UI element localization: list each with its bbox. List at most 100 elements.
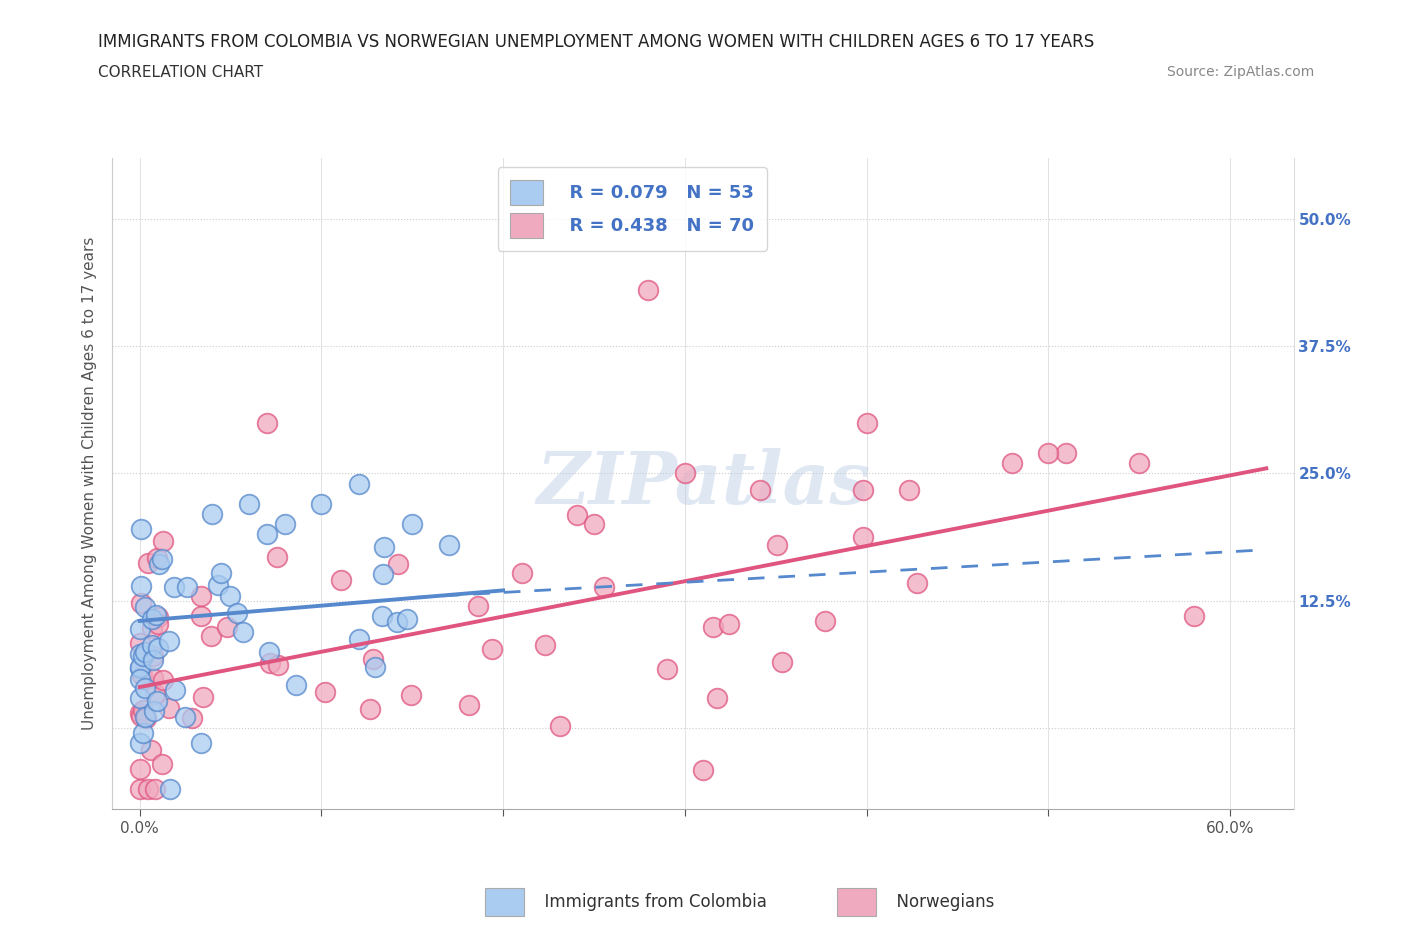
Point xyxy=(142,671,165,686)
Point xyxy=(218,589,240,604)
Point xyxy=(207,578,229,592)
Point xyxy=(399,687,422,702)
Point xyxy=(396,611,419,626)
Point xyxy=(141,638,163,653)
Point xyxy=(128,635,150,650)
Point xyxy=(481,642,503,657)
Point xyxy=(141,743,163,758)
Point xyxy=(373,540,395,555)
Point xyxy=(176,579,198,594)
Point xyxy=(329,572,352,587)
Text: Norwegians: Norwegians xyxy=(886,893,994,911)
Point xyxy=(898,483,921,498)
Point xyxy=(152,534,174,549)
Point xyxy=(256,415,278,430)
Point xyxy=(259,655,281,670)
Point xyxy=(150,551,173,566)
Point xyxy=(131,668,153,683)
Point xyxy=(146,610,169,625)
Point xyxy=(134,680,156,695)
Point xyxy=(129,706,152,721)
Point xyxy=(190,589,212,604)
Point xyxy=(467,598,489,613)
Point xyxy=(129,578,152,593)
Point xyxy=(311,497,333,512)
Point xyxy=(129,762,152,777)
Point xyxy=(1001,456,1024,471)
Point xyxy=(387,615,409,630)
Point xyxy=(146,551,169,565)
Point xyxy=(359,701,381,716)
Point xyxy=(142,704,165,719)
Point xyxy=(129,781,152,796)
Point xyxy=(159,781,181,796)
Point xyxy=(373,567,395,582)
Point xyxy=(129,671,152,686)
Point xyxy=(134,599,156,614)
Point xyxy=(142,653,165,668)
Point xyxy=(128,647,150,662)
Point xyxy=(582,517,605,532)
Point xyxy=(128,660,150,675)
Point xyxy=(1182,608,1205,623)
Point xyxy=(132,725,155,740)
Text: IMMIGRANTS FROM COLOMBIA VS NORWEGIAN UNEMPLOYMENT AMONG WOMEN WITH CHILDREN AGE: IMMIGRANTS FROM COLOMBIA VS NORWEGIAN UN… xyxy=(98,33,1095,50)
Point xyxy=(702,620,724,635)
Point xyxy=(200,629,222,644)
Text: Immigrants from Colombia: Immigrants from Colombia xyxy=(534,893,768,911)
Point xyxy=(347,476,370,491)
Point xyxy=(146,641,169,656)
Point xyxy=(145,607,167,622)
Point xyxy=(1054,445,1077,460)
Point xyxy=(174,710,197,724)
Point xyxy=(314,684,336,699)
Point xyxy=(437,538,460,552)
Point xyxy=(1038,445,1060,460)
Point xyxy=(148,556,170,571)
Point xyxy=(274,517,297,532)
Point xyxy=(142,649,165,664)
Point xyxy=(457,698,479,712)
Point xyxy=(190,608,212,623)
Point xyxy=(401,517,423,532)
Y-axis label: Unemployment Among Women with Children Ages 6 to 17 years: Unemployment Among Women with Children A… xyxy=(82,237,97,730)
Point xyxy=(232,625,254,640)
Point xyxy=(163,683,186,698)
Point xyxy=(238,497,260,512)
Point xyxy=(267,658,290,672)
Point xyxy=(141,612,163,627)
Point xyxy=(201,507,224,522)
Point xyxy=(717,617,740,631)
Point xyxy=(162,579,184,594)
Point xyxy=(851,529,873,544)
Point xyxy=(129,522,152,537)
Point xyxy=(129,621,152,636)
Point xyxy=(148,617,170,631)
Point xyxy=(132,648,155,663)
Point xyxy=(135,711,157,725)
Point xyxy=(266,550,288,565)
Point xyxy=(387,557,409,572)
Point xyxy=(145,693,167,708)
Point xyxy=(361,652,384,667)
Point xyxy=(129,736,152,751)
Point xyxy=(134,644,156,659)
Point xyxy=(141,621,163,636)
Point xyxy=(225,605,247,620)
Point xyxy=(349,632,371,647)
Point xyxy=(673,466,696,481)
Point xyxy=(129,659,152,674)
Point xyxy=(692,763,714,777)
Point xyxy=(770,654,793,669)
Text: Source: ZipAtlas.com: Source: ZipAtlas.com xyxy=(1167,65,1315,79)
Point xyxy=(129,596,152,611)
Point xyxy=(152,672,174,687)
Point xyxy=(370,608,392,623)
Point xyxy=(765,538,787,552)
Point xyxy=(143,781,166,796)
Legend:   R = 0.079   N = 53,   R = 0.438   N = 70: R = 0.079 N = 53, R = 0.438 N = 70 xyxy=(498,167,766,251)
Point xyxy=(748,483,770,498)
Point xyxy=(181,711,204,726)
Point xyxy=(193,690,215,705)
Point xyxy=(364,659,387,674)
